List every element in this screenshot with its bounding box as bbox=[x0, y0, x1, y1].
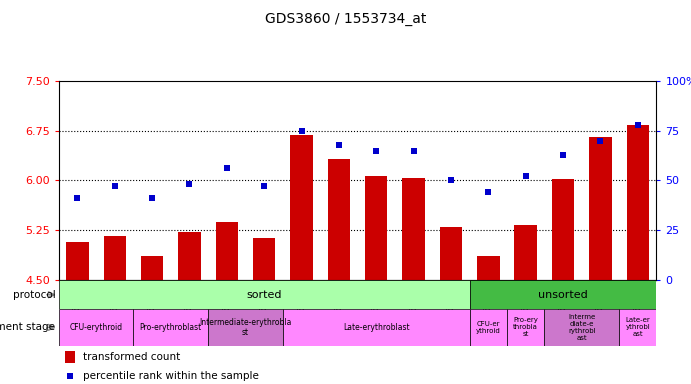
Text: transformed count: transformed count bbox=[83, 352, 180, 362]
Text: Pro-erythroblast: Pro-erythroblast bbox=[140, 323, 202, 332]
Text: sorted: sorted bbox=[247, 290, 282, 300]
Text: percentile rank within the sample: percentile rank within the sample bbox=[83, 371, 258, 381]
Bar bbox=[552, 179, 574, 280]
Bar bbox=[59, 280, 470, 309]
Bar bbox=[65, 351, 75, 363]
Bar bbox=[619, 309, 656, 346]
Point bbox=[632, 121, 643, 127]
Point bbox=[446, 177, 457, 184]
Point bbox=[72, 195, 83, 202]
Bar bbox=[507, 309, 545, 346]
Bar bbox=[477, 256, 500, 280]
Point bbox=[371, 147, 382, 154]
Bar bbox=[328, 159, 350, 280]
Point bbox=[258, 184, 269, 190]
Text: Late-erythroblast: Late-erythroblast bbox=[343, 323, 410, 332]
Bar bbox=[439, 227, 462, 280]
Point bbox=[221, 166, 232, 172]
Bar bbox=[627, 125, 649, 280]
Bar bbox=[141, 257, 163, 280]
Point bbox=[520, 174, 531, 180]
Bar bbox=[59, 309, 133, 346]
Text: development stage: development stage bbox=[0, 322, 55, 333]
Point bbox=[483, 189, 494, 195]
Text: Interme
diate-e
rythrobl
ast: Interme diate-e rythrobl ast bbox=[568, 314, 596, 341]
Bar bbox=[589, 137, 612, 280]
Bar bbox=[290, 135, 313, 280]
Bar bbox=[216, 222, 238, 280]
Point bbox=[595, 137, 606, 144]
Bar bbox=[133, 309, 208, 346]
Text: Late-er
ythrobl
ast: Late-er ythrobl ast bbox=[625, 317, 650, 338]
Text: protocol: protocol bbox=[12, 290, 55, 300]
Bar bbox=[470, 309, 507, 346]
Bar bbox=[208, 309, 283, 346]
Point bbox=[146, 195, 158, 202]
Bar bbox=[470, 280, 656, 309]
Point bbox=[333, 141, 344, 147]
Bar bbox=[253, 238, 276, 280]
Point bbox=[558, 151, 569, 157]
Text: CFU-erythroid: CFU-erythroid bbox=[70, 323, 123, 332]
Bar bbox=[402, 179, 425, 280]
Point bbox=[184, 181, 195, 187]
Point bbox=[296, 127, 307, 134]
Bar bbox=[66, 242, 88, 280]
Text: CFU-er
ythroid: CFU-er ythroid bbox=[476, 321, 501, 334]
Text: unsorted: unsorted bbox=[538, 290, 588, 300]
Point bbox=[408, 147, 419, 154]
Point bbox=[109, 184, 120, 190]
Bar bbox=[545, 309, 619, 346]
Bar bbox=[178, 232, 200, 280]
Bar bbox=[104, 236, 126, 280]
Bar bbox=[515, 225, 537, 280]
Bar bbox=[365, 176, 388, 280]
Text: Pro-ery
throbla
st: Pro-ery throbla st bbox=[513, 317, 538, 338]
Bar bbox=[283, 309, 470, 346]
Point bbox=[64, 372, 75, 379]
Text: Intermediate-erythrobla
st: Intermediate-erythrobla st bbox=[199, 318, 292, 337]
Text: GDS3860 / 1553734_at: GDS3860 / 1553734_at bbox=[265, 12, 426, 25]
